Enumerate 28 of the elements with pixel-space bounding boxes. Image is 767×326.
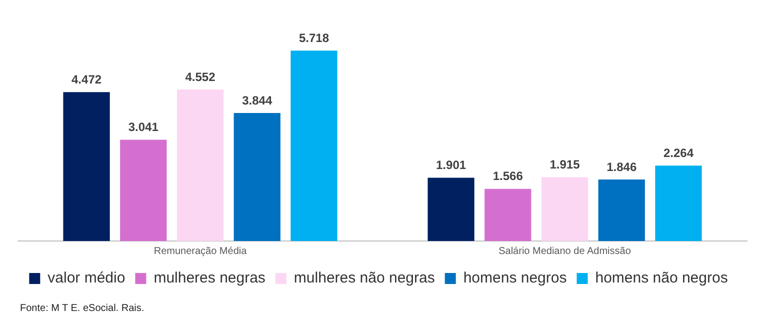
bar xyxy=(598,180,645,241)
bar xyxy=(63,92,110,241)
bar xyxy=(120,140,167,241)
legend-label: homens não negros xyxy=(595,270,728,287)
bar xyxy=(176,89,224,241)
legend-label: homens negros xyxy=(463,270,567,287)
source-note: Fonte: M T E. eSocial. Rais. xyxy=(20,303,144,314)
data-label: 1.846 xyxy=(606,160,637,174)
legend-label: mulheres não negras xyxy=(294,270,435,287)
bar xyxy=(234,113,280,241)
data-label: 2.264 xyxy=(663,146,694,160)
bar xyxy=(290,50,338,241)
data-label: 3.041 xyxy=(128,120,159,134)
data-label: 1.901 xyxy=(436,158,466,172)
bar xyxy=(428,178,474,241)
x-tick-label: Salário Mediano de Admissão xyxy=(498,246,632,257)
legend-label: mulheres negras xyxy=(154,270,266,287)
data-label: 1.915 xyxy=(550,158,580,172)
data-label: 1.566 xyxy=(492,169,524,184)
data-label: 3.844 xyxy=(242,93,272,108)
data-label: 4.552 xyxy=(185,70,216,84)
data-label: 4.472 xyxy=(72,72,102,86)
bar xyxy=(655,166,702,241)
bar xyxy=(541,177,588,241)
legend-label: valor médio xyxy=(48,270,126,287)
data-label: 5.718 xyxy=(298,30,330,45)
x-tick-label: Remuneração Média xyxy=(154,246,248,257)
bar xyxy=(484,188,532,241)
